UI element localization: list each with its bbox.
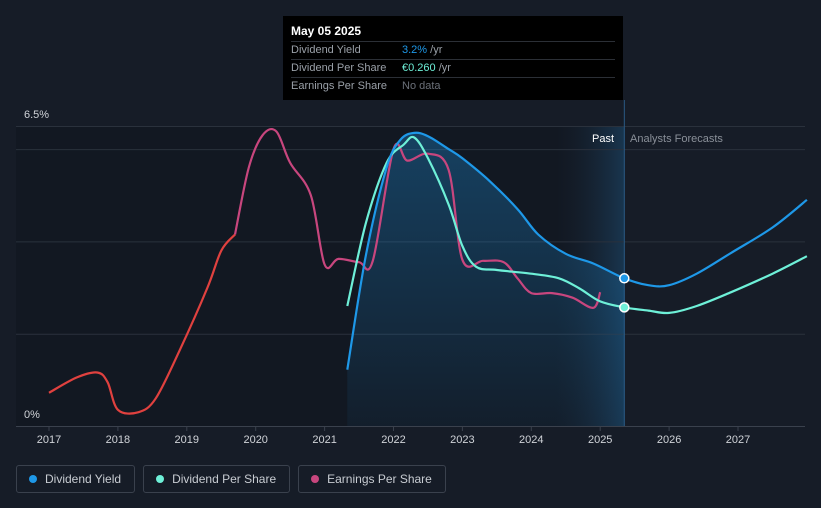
tooltip-row-dividend-yield: Dividend Yield 3.2% /yr xyxy=(291,41,615,59)
past-label: Past xyxy=(592,133,614,145)
earnings-per-share-line-early xyxy=(48,233,236,415)
tooltip-row-earnings-per-share: Earnings Per Share No data xyxy=(291,77,615,95)
legend-dot-icon xyxy=(29,475,37,483)
tooltip: May 05 2025 Dividend Yield 3.2% /yr Divi… xyxy=(283,16,623,100)
area-layer xyxy=(347,132,625,426)
marker-layer xyxy=(619,273,630,313)
line-layer xyxy=(48,127,808,415)
x-tick-label: 2022 xyxy=(381,434,405,446)
x-tick-label: 2020 xyxy=(243,434,267,446)
tooltip-label: Dividend Yield xyxy=(291,44,361,56)
tooltip-unit: /yr xyxy=(427,44,443,56)
tooltip-label: Earnings Per Share xyxy=(291,80,387,92)
x-tick-label: 2025 xyxy=(588,434,612,446)
x-tick-label: 2023 xyxy=(450,434,474,446)
dividend-yield-area xyxy=(347,132,625,426)
legend-label: Dividend Per Share xyxy=(172,472,277,486)
legend-label: Dividend Yield xyxy=(45,472,122,486)
label-layer: 6.5% 0% Past Analysts Forecasts xyxy=(24,109,723,421)
forecast-label: Analysts Forecasts xyxy=(630,133,723,145)
x-tick-label: 2018 xyxy=(106,434,130,446)
legend-item-dividend-per-share[interactable]: Dividend Per Share xyxy=(143,465,291,493)
dividend-per-share-marker xyxy=(619,302,630,313)
x-tick-label: 2027 xyxy=(726,434,750,446)
x-tick-label: 2019 xyxy=(175,434,199,446)
tooltip-row-dividend-per-share: Dividend Per Share €0.260 /yr xyxy=(291,59,615,77)
tooltip-date: May 05 2025 xyxy=(291,24,362,38)
legend-item-dividend-yield[interactable]: Dividend Yield xyxy=(16,465,136,493)
legend-dot-icon xyxy=(311,475,320,483)
tooltip-value: 3.2% xyxy=(402,44,428,56)
y-tick-label-bottom: 0% xyxy=(24,409,40,421)
x-tick-label: 2021 xyxy=(312,434,336,446)
legend: Dividend Yield Dividend Per Share Earnin… xyxy=(16,465,446,493)
x-tick-label: 2026 xyxy=(657,434,681,446)
dividend-per-share-line xyxy=(346,135,808,315)
legend-label: Earnings Per Share xyxy=(327,472,432,486)
legend-item-earnings-per-share[interactable]: Earnings Per Share xyxy=(298,465,446,493)
earnings-per-share-line xyxy=(233,127,602,309)
tooltip-value: €0.260 xyxy=(402,62,436,74)
legend-dot-icon xyxy=(156,475,165,483)
tooltip-unit: /yr xyxy=(435,62,451,74)
dividend-yield-marker xyxy=(619,273,630,284)
tooltip-label: Dividend Per Share xyxy=(291,62,387,74)
x-axis: 2017 2018 2019 2020 2021 2022 2023 2024 2025 2026… xyxy=(37,426,750,446)
tooltip-value: No data xyxy=(402,80,441,92)
dividend-yield-line xyxy=(346,131,808,370)
x-tick-label: 2017 xyxy=(37,434,61,446)
x-tick-label: 2024 xyxy=(519,434,543,446)
y-tick-label-top: 6.5% xyxy=(24,109,49,121)
